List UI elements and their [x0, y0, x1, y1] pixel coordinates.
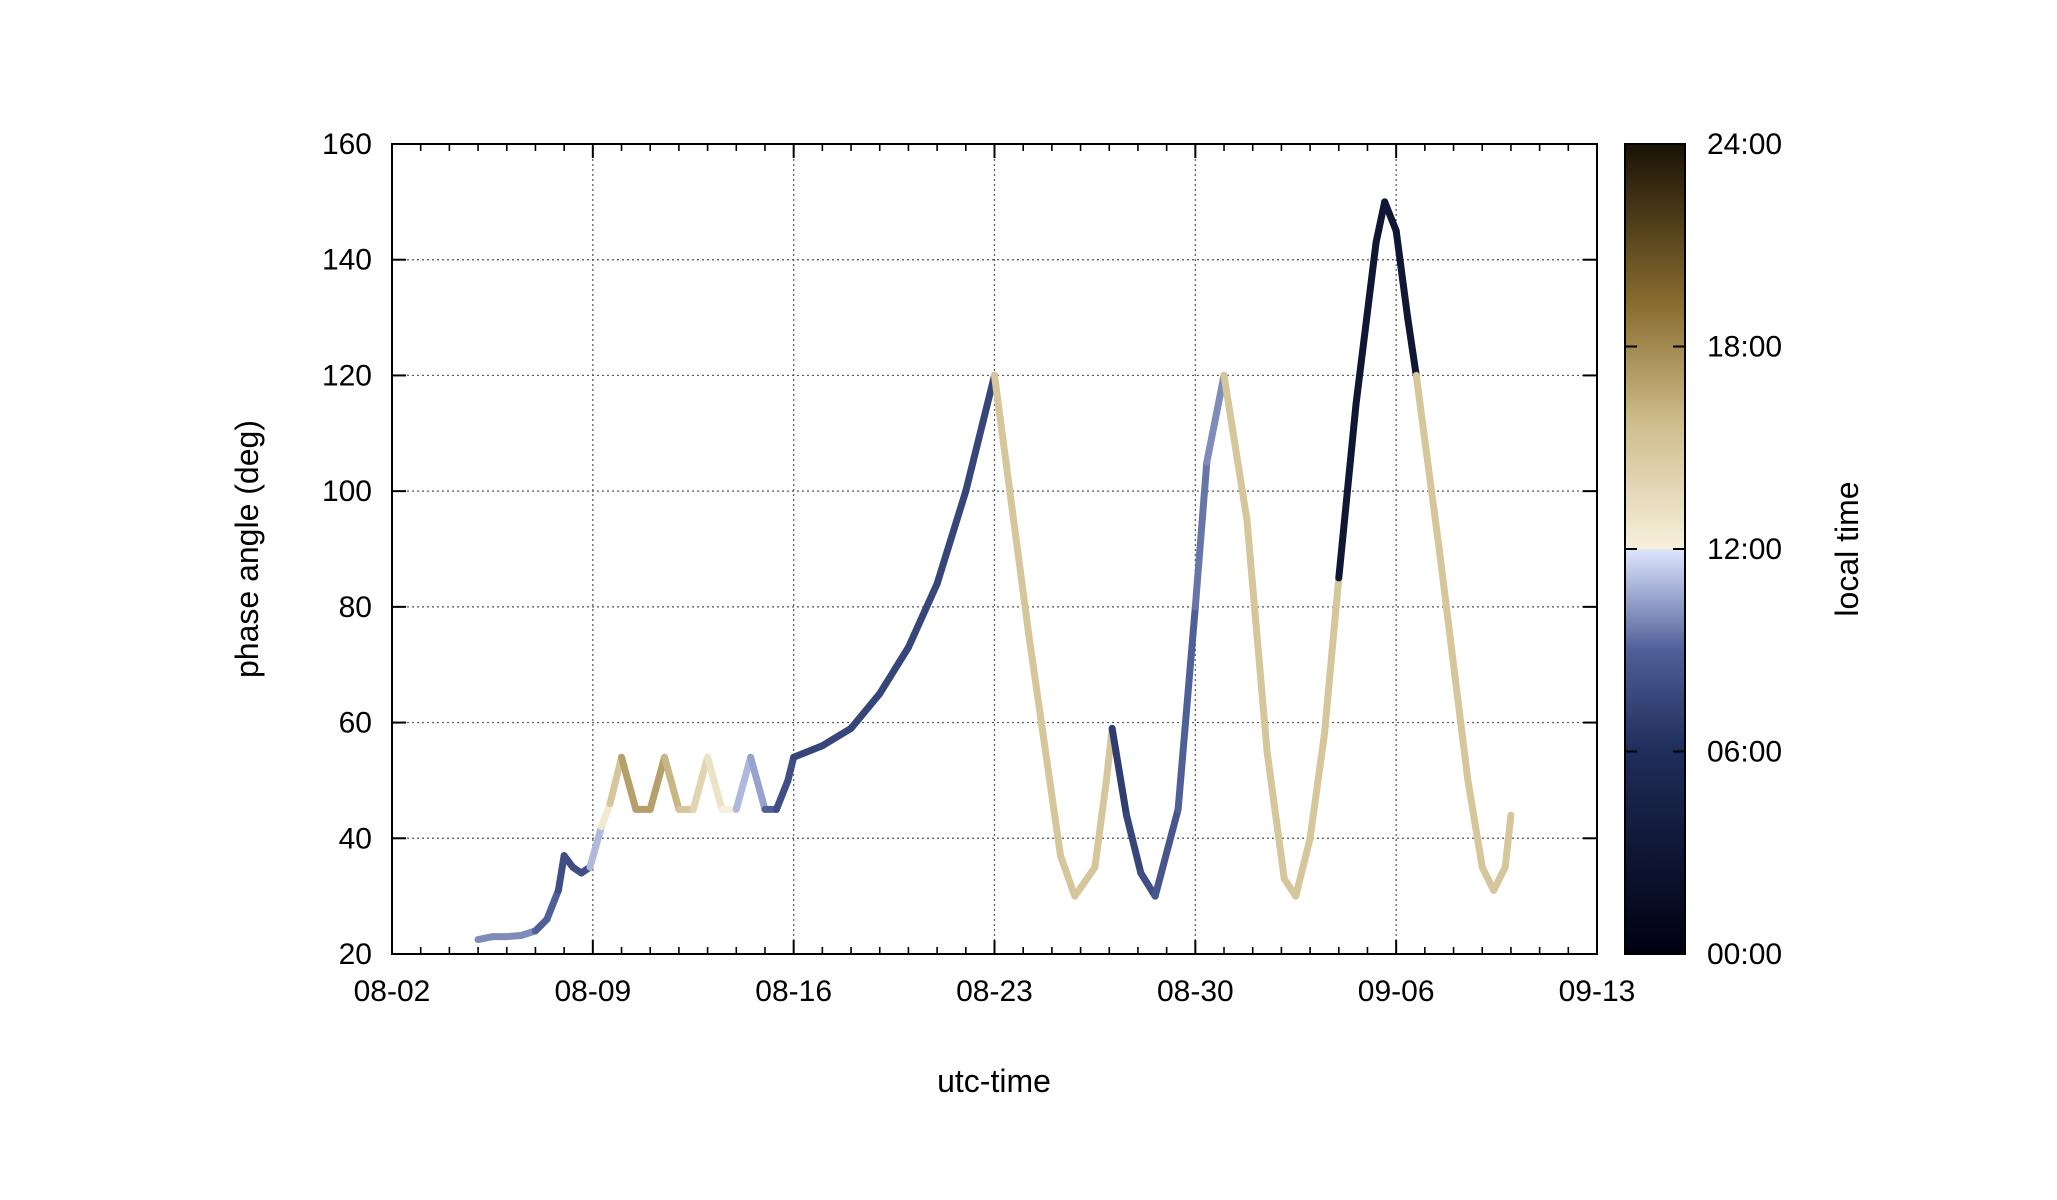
curve-segment	[586, 823, 605, 871]
curve-segment	[772, 776, 792, 813]
curve-segment	[1404, 314, 1420, 379]
y-tick-label: 40	[339, 822, 372, 855]
curve-segment	[1203, 371, 1228, 466]
axis-ticks	[391, 143, 1598, 955]
curve-segment	[747, 753, 769, 813]
curve-segment	[1392, 227, 1412, 322]
curve-segment	[1091, 776, 1110, 871]
curve-segment	[689, 753, 712, 813]
curve-segment	[606, 753, 626, 808]
y-tick-label: 120	[322, 359, 372, 392]
curve-segment	[1071, 863, 1099, 900]
curve-segment	[818, 724, 855, 750]
curve-segment	[1490, 863, 1509, 894]
colorbar-title: local time	[1829, 481, 1865, 616]
curve-segment	[1263, 748, 1288, 883]
curve-segment	[1191, 458, 1211, 611]
curve-segment	[1174, 603, 1199, 813]
curve-segment	[1335, 400, 1360, 582]
y-tick-labels: 20 40 60 80 100 120 140 160	[322, 128, 372, 971]
colorbar-ticks	[1625, 345, 1685, 753]
colorbar-tick-label: 06:00	[1707, 736, 1782, 769]
x-tick-label: 08-23	[956, 975, 1033, 1008]
curve-segment	[991, 371, 1033, 640]
curve-segment	[1372, 198, 1389, 246]
curve-segment	[597, 800, 614, 831]
curve-segment	[1151, 805, 1182, 900]
colorbar-tick-label: 24:00	[1707, 128, 1782, 161]
x-tick-label: 08-16	[755, 975, 832, 1008]
x-tick-label: 09-13	[1559, 975, 1636, 1008]
curve-segment	[962, 418, 987, 495]
y-tick-label: 140	[322, 244, 372, 277]
curve-segment	[543, 886, 562, 923]
curve-segment	[1435, 545, 1472, 784]
curve-segment	[904, 580, 941, 651]
x-tick-label: 08-30	[1157, 975, 1234, 1008]
curve-segment	[704, 753, 726, 813]
curve-segment	[1381, 198, 1400, 235]
curve-segment	[847, 690, 884, 732]
curve-segment	[1243, 516, 1271, 755]
colorbar-tick-label: 00:00	[1707, 938, 1782, 971]
curve-segment	[1025, 632, 1064, 860]
curve-segment	[1056, 852, 1079, 900]
curve-segment	[1412, 371, 1443, 553]
curve-segment	[1292, 834, 1314, 900]
curve-segment	[646, 753, 669, 813]
phase-angle-curve	[474, 198, 1515, 944]
curve-segment	[784, 753, 798, 784]
curve-segment	[1464, 776, 1486, 871]
x-tick-label: 08-02	[354, 975, 431, 1008]
curve-segment	[1352, 238, 1380, 408]
y-tick-label: 80	[339, 591, 372, 624]
curve-segment	[790, 742, 826, 761]
curve-segment	[933, 487, 970, 588]
curve-segment	[1122, 811, 1145, 877]
x-axis-title: utc-time	[937, 1063, 1051, 1099]
curve-segment	[1108, 724, 1130, 819]
curve-segment	[618, 753, 640, 813]
y-tick-label: 160	[322, 128, 372, 161]
curve-segment	[1320, 574, 1343, 738]
y-axis-title: phase angle (deg)	[229, 420, 265, 678]
colorbar-tick-label: 18:00	[1707, 331, 1782, 364]
grid-lines	[392, 144, 1597, 954]
curve-segment	[1501, 811, 1515, 871]
y-tick-label: 60	[339, 707, 372, 740]
y-tick-label: 20	[339, 938, 372, 971]
curve-segment	[732, 753, 755, 813]
curve-segment	[1220, 371, 1251, 524]
x-tick-label: 08-09	[554, 975, 631, 1008]
curve-segment	[661, 753, 683, 813]
curve-segment	[876, 643, 912, 698]
colorbar-tick-label: 12:00	[1707, 533, 1782, 566]
curve-segment	[554, 852, 568, 894]
y-tick-label: 100	[322, 475, 372, 508]
curve-segment	[1306, 730, 1328, 842]
colorbar-tick-labels: 00:00 06:00 12:00 18:00 24:00	[1707, 128, 1782, 971]
x-tick-label: 09-06	[1358, 975, 1435, 1008]
x-tick-labels: 08-02 08-09 08-16 08-23 08-30 09-06 09-13	[354, 975, 1636, 1008]
